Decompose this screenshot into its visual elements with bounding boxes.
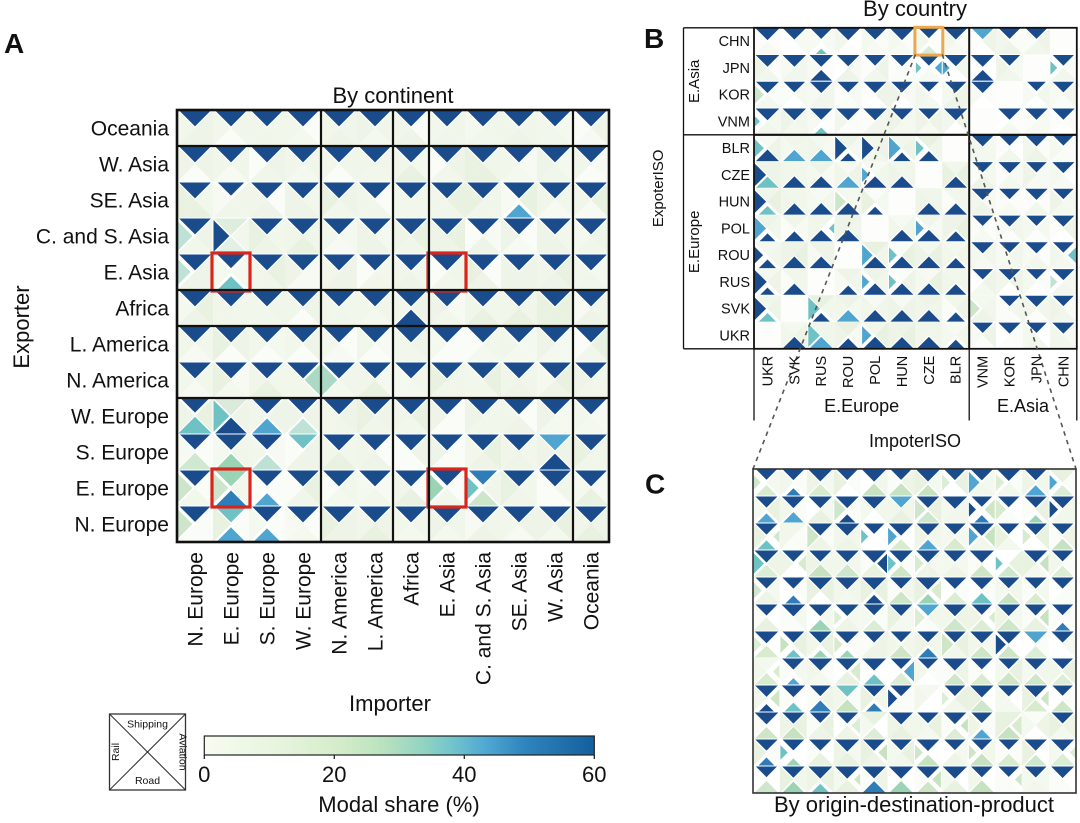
svg-text:W. Europe: W. Europe bbox=[71, 405, 169, 428]
svg-text:By continent: By continent bbox=[332, 83, 453, 108]
svg-text:E. Asia: E. Asia bbox=[436, 552, 459, 618]
svg-text:C. and S. Asia: C. and S. Asia bbox=[472, 552, 495, 685]
svg-text:E.Europe: E.Europe bbox=[686, 211, 703, 274]
svg-text:C. and S. Asia: C. and S. Asia bbox=[36, 225, 169, 248]
svg-text:Road: Road bbox=[135, 775, 160, 787]
svg-text:N. Europe: N. Europe bbox=[74, 513, 169, 536]
svg-text:N. Europe: N. Europe bbox=[184, 552, 207, 647]
svg-text:RUS: RUS bbox=[719, 275, 750, 291]
svg-text:BLR: BLR bbox=[949, 356, 965, 384]
svg-text:SE. Asia: SE. Asia bbox=[508, 552, 531, 632]
svg-text:Oceania: Oceania bbox=[580, 552, 603, 631]
svg-text:HUN: HUN bbox=[895, 356, 911, 387]
svg-text:VNM: VNM bbox=[718, 114, 750, 130]
svg-text:E. Asia: E. Asia bbox=[104, 261, 170, 284]
svg-text:SVK: SVK bbox=[721, 302, 750, 318]
svg-text:By origin-destination-product: By origin-destination-product bbox=[774, 792, 1054, 817]
svg-text:B: B bbox=[644, 23, 664, 54]
svg-text:N. America: N. America bbox=[66, 369, 169, 392]
svg-text:L. America: L. America bbox=[364, 552, 387, 652]
svg-text:BLR: BLR bbox=[722, 141, 750, 157]
svg-text:POL: POL bbox=[721, 221, 750, 237]
svg-text:Rail: Rail bbox=[110, 743, 122, 761]
svg-text:60: 60 bbox=[582, 762, 606, 787]
svg-text:S. Europe: S. Europe bbox=[256, 552, 279, 645]
svg-text:W. Asia: W. Asia bbox=[99, 153, 169, 176]
svg-text:SVK: SVK bbox=[787, 355, 803, 384]
svg-text:N. America: N. America bbox=[328, 552, 351, 655]
svg-text:40: 40 bbox=[452, 762, 476, 787]
svg-text:KOR: KOR bbox=[1003, 356, 1019, 387]
svg-text:Importer: Importer bbox=[349, 691, 431, 716]
svg-text:SE. Asia: SE. Asia bbox=[90, 189, 170, 212]
svg-text:A: A bbox=[4, 28, 24, 59]
svg-text:ROU: ROU bbox=[718, 248, 750, 264]
svg-text:KOR: KOR bbox=[719, 88, 750, 104]
svg-text:HUN: HUN bbox=[719, 195, 750, 211]
svg-text:E.Asia: E.Asia bbox=[997, 396, 1050, 416]
svg-text:ExpoterISO: ExpoterISO bbox=[650, 150, 667, 228]
svg-text:ROU: ROU bbox=[841, 356, 857, 388]
svg-text:JPN: JPN bbox=[1029, 356, 1045, 383]
svg-text:VNM: VNM bbox=[976, 356, 992, 388]
svg-text:Modal share (%): Modal share (%) bbox=[318, 792, 479, 817]
svg-text:ImpoterISO: ImpoterISO bbox=[869, 431, 961, 451]
svg-text:C: C bbox=[645, 469, 665, 500]
svg-text:E. Europe: E. Europe bbox=[76, 477, 169, 500]
svg-text:W. Asia: W. Asia bbox=[544, 552, 567, 622]
svg-text:UKR: UKR bbox=[760, 356, 776, 387]
svg-text:20: 20 bbox=[322, 762, 346, 787]
svg-text:0: 0 bbox=[198, 762, 210, 787]
svg-text:W. Europe: W. Europe bbox=[292, 552, 315, 650]
svg-text:Shipping: Shipping bbox=[127, 719, 168, 731]
svg-text:Aviation: Aviation bbox=[177, 733, 189, 770]
svg-text:E. Europe: E. Europe bbox=[220, 552, 243, 645]
svg-text:L. America: L. America bbox=[70, 333, 170, 356]
svg-text:Africa: Africa bbox=[115, 297, 169, 320]
svg-text:By country: By country bbox=[863, 0, 967, 21]
svg-text:Oceania: Oceania bbox=[91, 117, 170, 140]
svg-text:RUS: RUS bbox=[814, 356, 830, 387]
svg-text:CHN: CHN bbox=[1056, 356, 1072, 387]
svg-text:JPN: JPN bbox=[723, 61, 750, 77]
svg-text:CHN: CHN bbox=[719, 34, 750, 50]
svg-text:CZE: CZE bbox=[922, 355, 938, 384]
svg-text:Africa: Africa bbox=[400, 552, 423, 606]
svg-text:UKR: UKR bbox=[719, 328, 750, 344]
svg-text:CZE: CZE bbox=[721, 168, 750, 184]
svg-text:Exporter: Exporter bbox=[9, 285, 34, 368]
svg-text:S. Europe: S. Europe bbox=[76, 441, 169, 464]
svg-text:E.Europe: E.Europe bbox=[824, 396, 899, 416]
svg-text:E.Asia: E.Asia bbox=[686, 59, 703, 103]
svg-text:POL: POL bbox=[868, 356, 884, 385]
